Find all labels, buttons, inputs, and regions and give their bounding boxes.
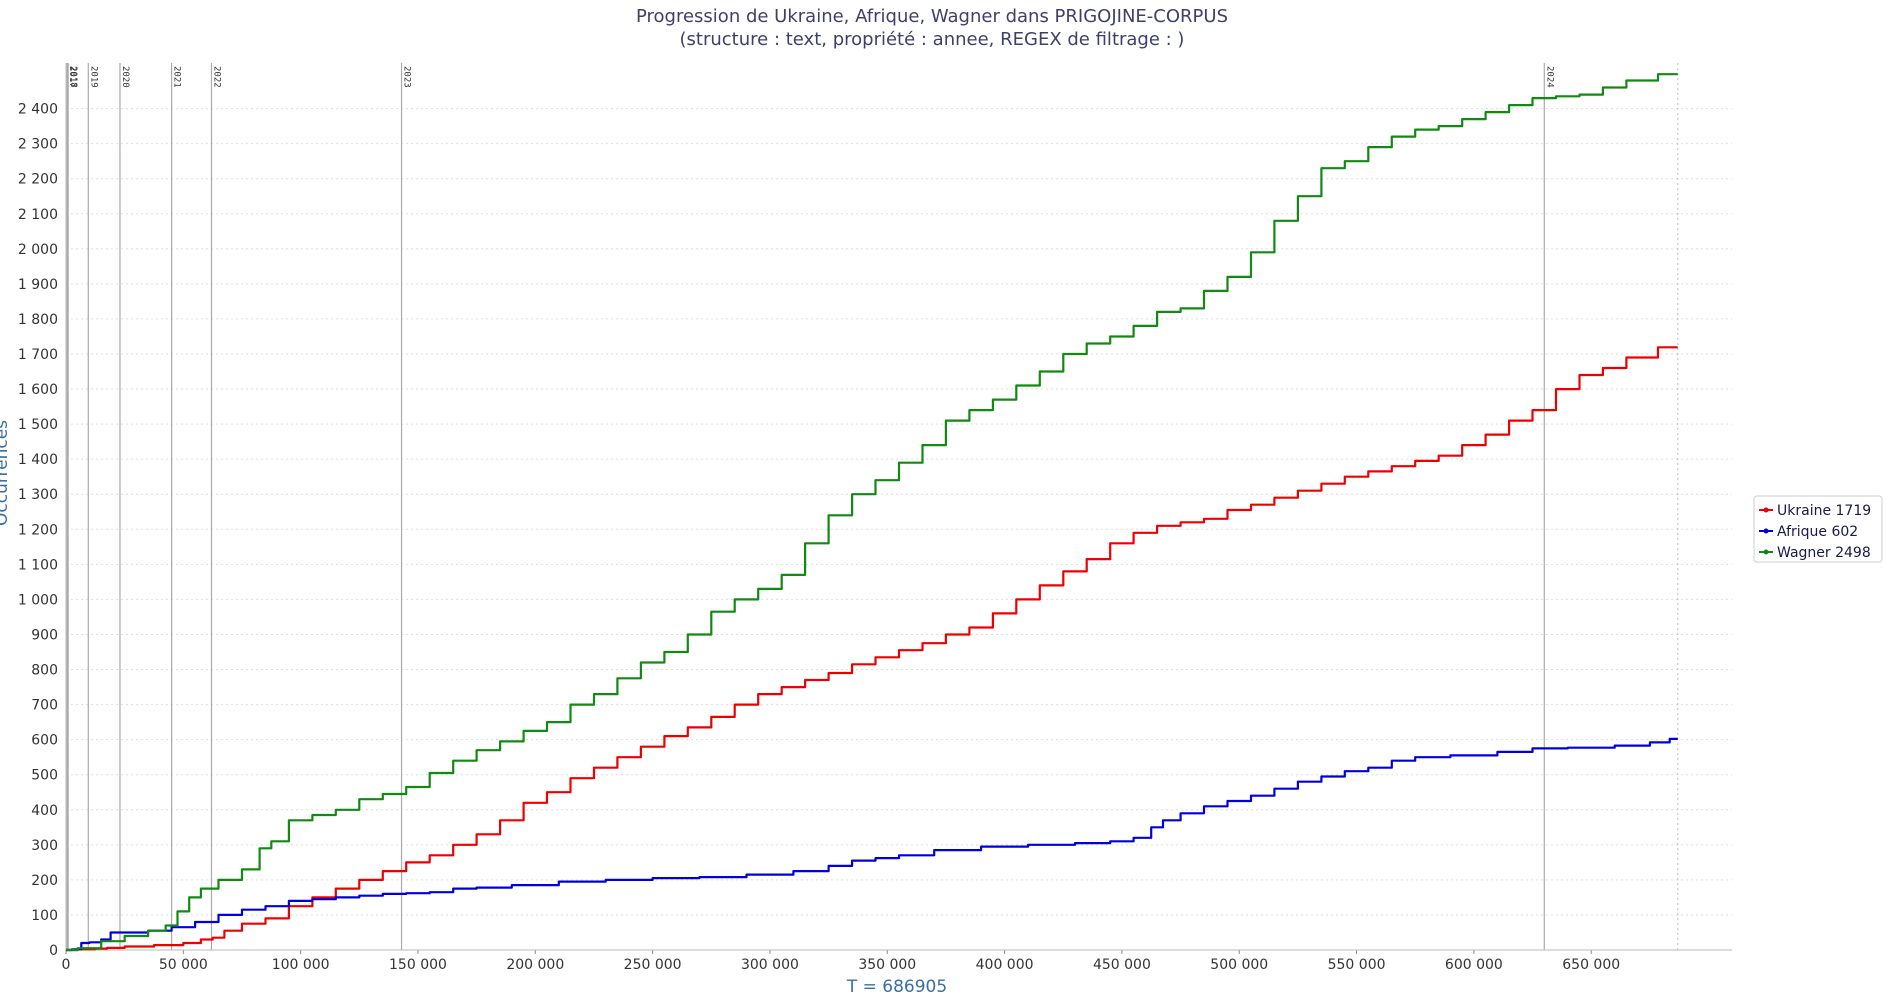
x-tick-label: 150 000: [389, 957, 447, 973]
y-tick-label: 400: [31, 803, 58, 819]
x-tick-label: 100 000: [272, 957, 330, 973]
y-tick-label: 1 600: [18, 382, 58, 398]
y-tick-label: 1 100: [18, 557, 58, 573]
y-tick-label: 2 000: [18, 242, 58, 258]
x-tick-label: 550 000: [1328, 957, 1386, 973]
legend: Ukraine 1719 Afrique 602 Wagner 2498: [1753, 495, 1883, 563]
x-tick-label: 600 000: [1445, 957, 1503, 973]
y-axis-title: Occurrences: [0, 420, 12, 526]
y-tick-label: 1 200: [18, 522, 58, 538]
legend-item-label: Afrique 602: [1777, 524, 1858, 540]
chart-title: Progression de Ukraine, Afrique, Wagner …: [636, 6, 1228, 27]
y-tick-label: 2 100: [18, 207, 58, 223]
legend-swatch-dot: [1763, 549, 1769, 555]
y-tick-label: 1 800: [18, 312, 58, 328]
year-marker-label: 2023: [402, 66, 412, 88]
y-tick-label: 200: [31, 873, 58, 889]
year-marker-label: 2019: [88, 66, 98, 88]
y-tick-label: 1 400: [18, 452, 58, 468]
year-marker-label: 2024: [1544, 66, 1554, 88]
x-tick-label: 250 000: [624, 957, 682, 973]
y-tick-label: 1 700: [18, 347, 58, 363]
y-tick-label: 1 300: [18, 487, 58, 503]
y-tick-label: 100: [31, 908, 58, 924]
legend-item-label: Wagner 2498: [1777, 545, 1871, 561]
y-tick-label: 700: [31, 698, 58, 714]
x-tick-label: 50 000: [159, 957, 208, 973]
y-tick-label: 300: [31, 838, 58, 854]
year-marker-label: 2018: [68, 66, 78, 88]
axes: 0 100 200 300 400 500 600 700 800 900 1 000 1 100 1 …: [18, 63, 1732, 973]
y-tick-label: 1 900: [18, 277, 58, 293]
y-tick-label: 2 400: [18, 102, 58, 118]
y-tick-label: 1 000: [18, 592, 58, 608]
y-tick-label: 0: [49, 943, 58, 959]
x-tick-label: 450 000: [1093, 957, 1151, 973]
y-tick-label: 2 300: [18, 137, 58, 153]
year-marker-label: 2017: [67, 66, 77, 88]
year-marker-label: 2020: [120, 66, 130, 88]
y-tick-label: 1 500: [18, 417, 58, 433]
x-tick-label: 200 000: [506, 957, 564, 973]
chart-subtitle: (structure : text, propriété : annee, RE…: [680, 29, 1185, 50]
x-tick-label: 400 000: [976, 957, 1034, 973]
x-tick-label: 650 000: [1562, 957, 1620, 973]
y-tick-label: 600: [31, 733, 58, 749]
year-marker-label: 2021: [172, 66, 182, 88]
y-tick-label: 500: [31, 768, 58, 784]
y-tick-label: 900: [31, 627, 58, 643]
x-tick-label: 300 000: [741, 957, 799, 973]
legend-swatch-dot: [1763, 528, 1769, 534]
year-marker-label: 2022: [211, 66, 221, 88]
legend-item-label: Ukraine 1719: [1777, 503, 1871, 519]
x-tick-label: 500 000: [1210, 957, 1268, 973]
y-tick-label: 2 200: [18, 172, 58, 188]
x-tick-label: 350 000: [858, 957, 916, 973]
series-line-afrique: [66, 737, 1678, 952]
x-axis-title: T = 686905: [846, 977, 947, 997]
series-line-wagner: [66, 73, 1678, 952]
x-tick-label: 0: [62, 957, 71, 973]
y-tick-label: 800: [31, 663, 58, 679]
legend-swatch-dot: [1763, 507, 1769, 513]
legend-box: [1753, 495, 1883, 563]
series-lines: [66, 73, 1678, 952]
